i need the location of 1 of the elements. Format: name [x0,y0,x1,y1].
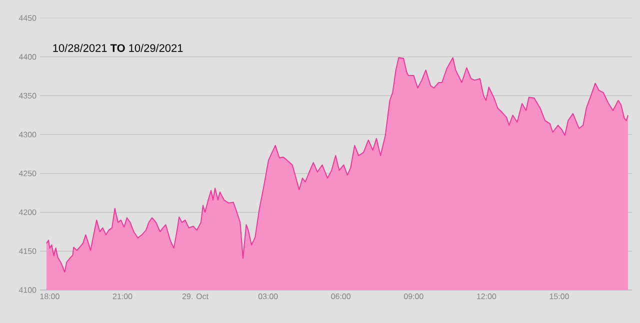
text: 10/28/2021 TO 10/29/2021 [53,44,183,52]
